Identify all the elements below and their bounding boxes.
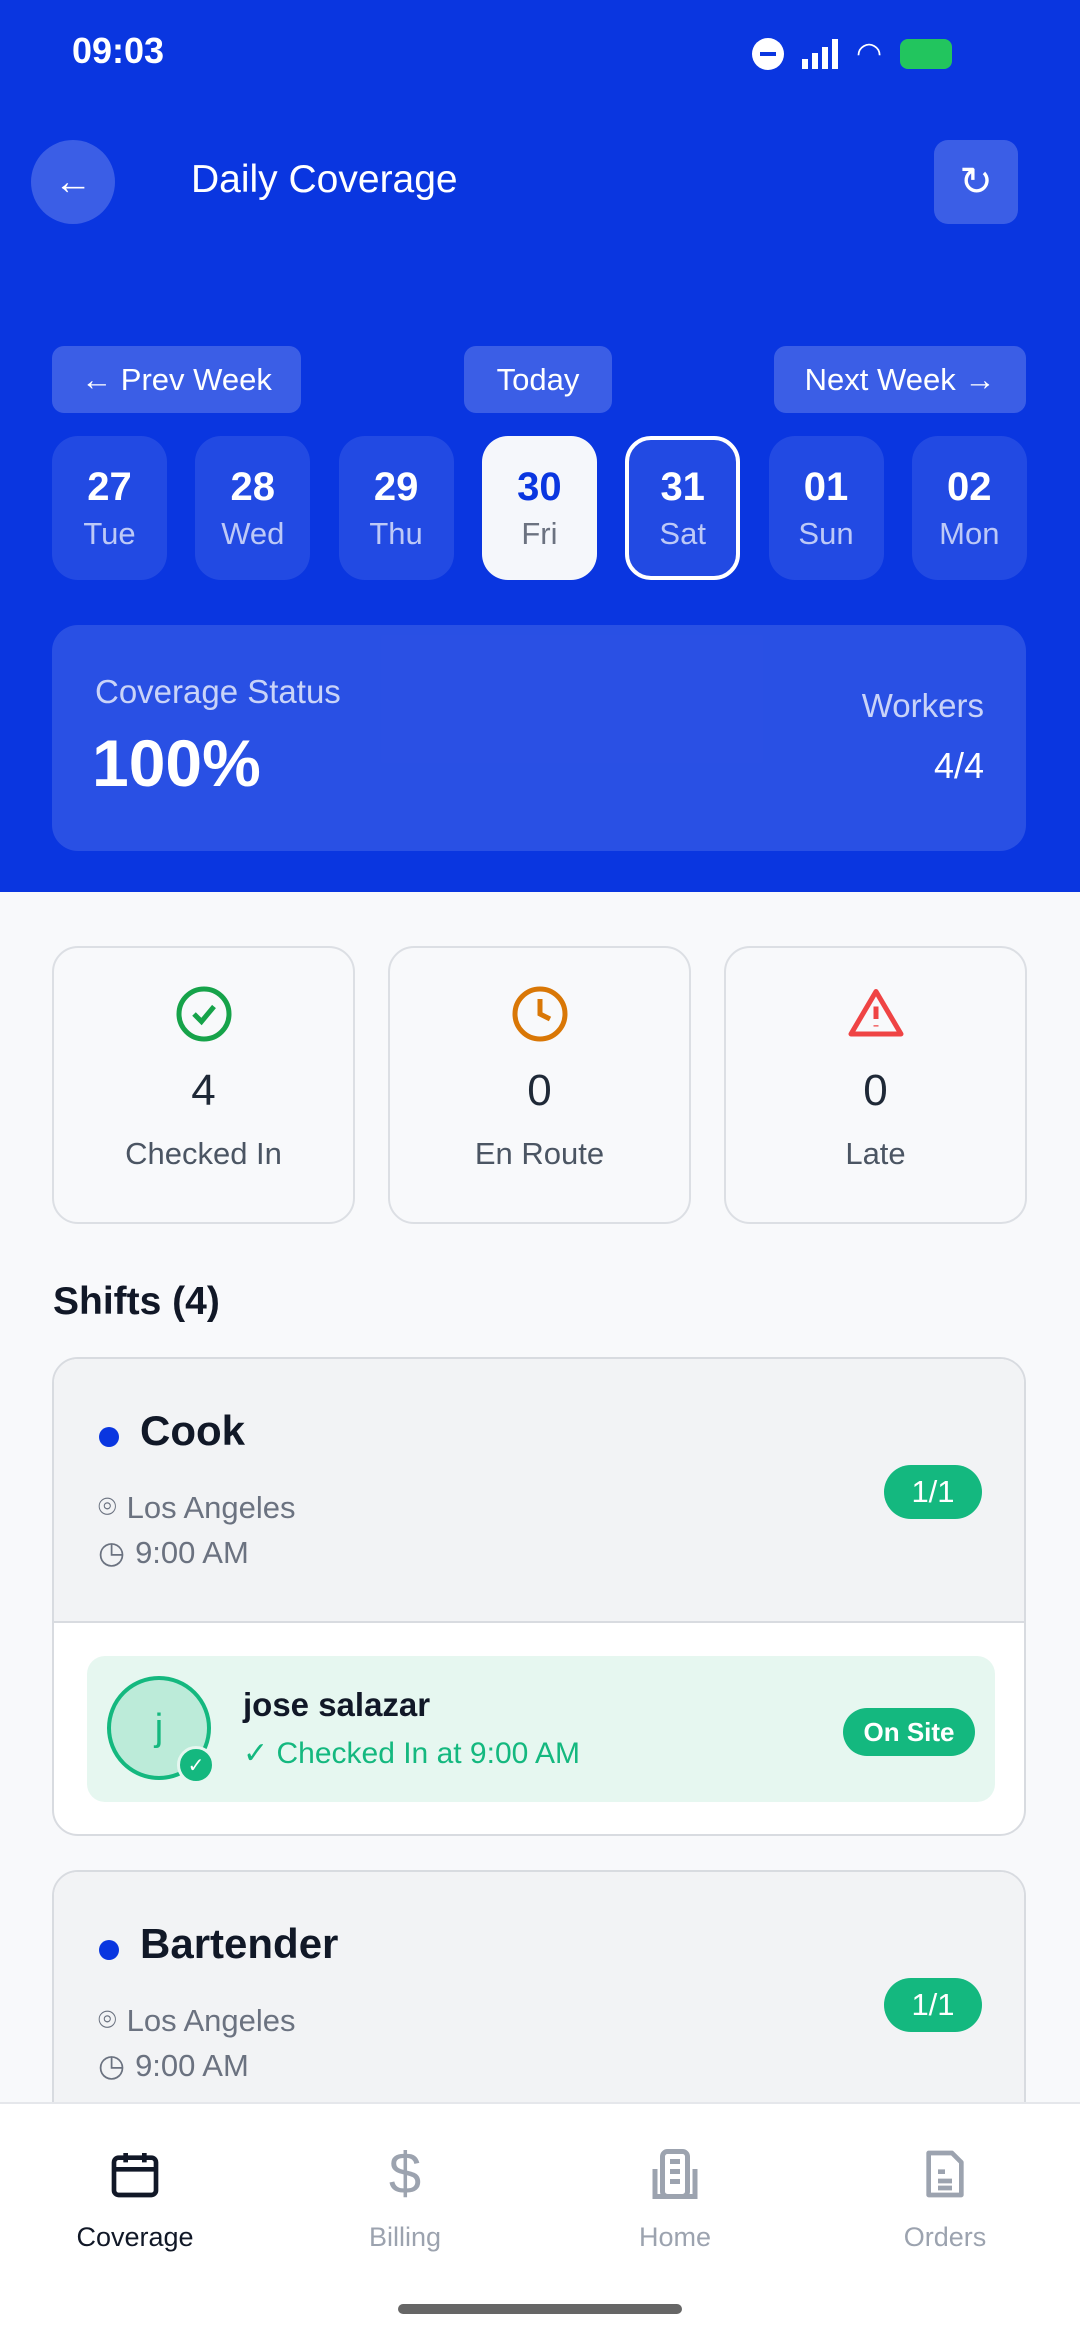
day-name: Thu bbox=[369, 515, 423, 551]
day-number: 31 bbox=[660, 464, 705, 509]
avatar: j bbox=[107, 1676, 211, 1780]
bottom-nav: Coverage $ Billing Home Orders bbox=[0, 2102, 1080, 2340]
prev-week-button[interactable]: ← Prev Week bbox=[52, 346, 301, 413]
clock-icon: ◷ bbox=[98, 1535, 126, 1570]
time-text: 9:00 AM bbox=[135, 2048, 249, 2083]
nav-billing[interactable]: $ Billing bbox=[305, 2144, 505, 2253]
day-chip-sun[interactable]: 01 Sun bbox=[768, 436, 884, 580]
nav-label: Coverage bbox=[76, 2222, 194, 2252]
day-name: Mon bbox=[939, 515, 1000, 551]
day-chip-tue[interactable]: 27 Tue bbox=[52, 436, 167, 580]
location-pin-icon: ⌾ bbox=[98, 2002, 117, 2037]
shift-role: Cook bbox=[140, 1407, 245, 1454]
stat-value: 0 bbox=[863, 1066, 888, 1115]
shift-dot bbox=[99, 1427, 119, 1447]
day-chip-fri[interactable]: 30 Fri bbox=[481, 436, 597, 580]
dollar-icon: $ bbox=[388, 2141, 422, 2206]
shift-location: ⌾ Los Angeles bbox=[98, 2002, 296, 2039]
workers-label: Workers bbox=[861, 687, 984, 724]
coverage-status-card: Coverage Status 100% Workers 4/4 bbox=[52, 625, 1026, 851]
status-icons: ◠ bbox=[752, 36, 953, 71]
today-button[interactable]: Today bbox=[464, 346, 612, 413]
shift-location: ⌾ Los Angeles bbox=[98, 1489, 296, 1526]
stat-value: 0 bbox=[527, 1066, 552, 1115]
shift-dot bbox=[99, 1940, 119, 1960]
nav-label: Home bbox=[638, 2222, 712, 2252]
filled-badge: 1/1 bbox=[884, 1978, 982, 2032]
nav-label: Orders bbox=[903, 2222, 987, 2252]
day-number: 02 bbox=[947, 464, 992, 509]
document-icon bbox=[926, 2150, 964, 2198]
stat-en-route: 0 En Route bbox=[388, 946, 691, 1224]
day-chip-wed[interactable]: 28 Wed bbox=[195, 436, 311, 580]
day-number: 01 bbox=[803, 464, 849, 509]
worker-status: ✓ Checked In at 9:00 AM bbox=[243, 1737, 580, 1770]
shifts-heading: Shifts (4) bbox=[53, 1280, 220, 1323]
day-number: 28 bbox=[230, 464, 276, 509]
day-name: Wed bbox=[221, 515, 285, 551]
day-number: 30 bbox=[517, 464, 562, 509]
shift-time: ◷ 9:00 AM bbox=[98, 1535, 249, 1571]
shift-card[interactable]: Cook ⌾ Los Angeles ◷ 9:00 AM 1/1 j ✓ jose … bbox=[52, 1357, 1026, 1836]
avatar-initial: j bbox=[154, 1706, 164, 1749]
day-name: Sat bbox=[659, 515, 706, 551]
day-chip-sat[interactable]: 31 Sat bbox=[625, 436, 741, 580]
stat-checked-in: 4 Checked In bbox=[52, 946, 355, 1224]
nav-orders[interactable]: Orders bbox=[845, 2144, 1045, 2253]
day-number: 29 bbox=[373, 464, 419, 509]
clock-icon bbox=[512, 986, 567, 1042]
status-time: 09:03 bbox=[72, 30, 165, 71]
coverage-label: Coverage Status bbox=[95, 673, 341, 710]
stat-value: 4 bbox=[191, 1066, 216, 1115]
stat-label: Checked In bbox=[125, 1136, 282, 1171]
day-name: Tue bbox=[83, 515, 136, 551]
back-button[interactable]: ← bbox=[31, 140, 115, 224]
workers-value: 4/4 bbox=[933, 745, 984, 786]
on-site-badge: On Site bbox=[843, 1708, 975, 1756]
check-badge-icon: ✓ bbox=[177, 1746, 215, 1784]
calendar-icon bbox=[111, 2153, 159, 2198]
refresh-icon: ↻ bbox=[959, 160, 993, 204]
nav-home[interactable]: Home bbox=[575, 2144, 775, 2253]
day-chip-mon[interactable]: 02 Mon bbox=[911, 436, 1027, 580]
home-indicator bbox=[398, 2304, 682, 2314]
refresh-button[interactable]: ↻ bbox=[934, 140, 1018, 224]
nav-label: Billing bbox=[368, 2222, 442, 2252]
stat-label: En Route bbox=[474, 1136, 605, 1171]
day-number: 27 bbox=[87, 464, 132, 509]
day-name: Sun bbox=[798, 515, 854, 551]
wifi-icon: ◠ bbox=[856, 37, 883, 70]
shift-role: Bartender bbox=[140, 1920, 339, 1967]
day-name: Fri bbox=[521, 515, 558, 551]
time-text: 9:00 AM bbox=[135, 1535, 249, 1570]
location-text: Los Angeles bbox=[126, 1489, 296, 1525]
next-week-button[interactable]: Next Week → bbox=[774, 346, 1026, 413]
clock-icon: ◷ bbox=[98, 2048, 126, 2083]
nav-coverage[interactable]: Coverage bbox=[35, 2144, 235, 2253]
building-icon bbox=[652, 2149, 698, 2199]
battery-icon bbox=[900, 38, 953, 69]
location-text: Los Angeles bbox=[126, 2002, 296, 2038]
arrow-left-icon: ← bbox=[54, 160, 92, 203]
dnd-icon bbox=[752, 37, 784, 70]
location-pin-icon: ⌾ bbox=[98, 1489, 117, 1524]
day-chip-thu[interactable]: 29 Thu bbox=[338, 436, 454, 580]
warning-triangle-icon bbox=[848, 989, 903, 1037]
worker-name: jose salazar bbox=[243, 1686, 431, 1723]
check-circle-icon bbox=[176, 986, 231, 1042]
coverage-value: 100% bbox=[92, 726, 261, 800]
worker-row[interactable]: j ✓ jose salazar ✓ Checked In at 9:00 AM… bbox=[87, 1656, 995, 1802]
page-title: Daily Coverage bbox=[191, 158, 458, 201]
stat-late: 0 Late bbox=[724, 946, 1027, 1224]
signal-icon bbox=[802, 38, 838, 69]
stat-label: Late bbox=[845, 1136, 906, 1171]
shift-time: ◷ 9:00 AM bbox=[98, 2048, 249, 2084]
filled-badge: 1/1 bbox=[884, 1465, 982, 1519]
